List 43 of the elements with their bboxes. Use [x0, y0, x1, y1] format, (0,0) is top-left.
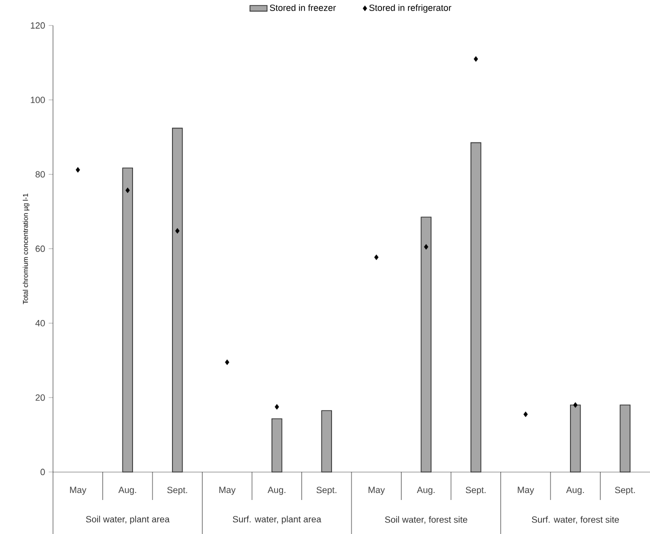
bar: [122, 168, 134, 472]
bar: [321, 410, 332, 472]
x-tick-label: May: [70, 486, 86, 495]
point: [175, 228, 180, 234]
y-tick-label: 120: [30, 22, 45, 29]
x-tick-label: Sept.: [615, 486, 635, 495]
x-tick-label: May: [219, 486, 236, 495]
point: [125, 188, 130, 194]
point: [374, 254, 379, 260]
x-tick-label: Aug.: [566, 486, 584, 495]
text: Soil water, forest site: [385, 516, 468, 524]
text: Surf. water, forest site: [532, 516, 619, 524]
point: [224, 359, 230, 366]
point: [474, 56, 478, 62]
bar: [272, 418, 282, 472]
point: [424, 244, 428, 250]
x-tick-label: May: [368, 486, 385, 495]
text: Surf. water, plant area: [232, 516, 322, 524]
x-tick-label: Aug.: [268, 486, 286, 495]
point: [76, 167, 80, 173]
text: Soil water, plant area: [86, 516, 170, 524]
y-tick-label: 80: [36, 171, 45, 178]
x-tick-label: May: [518, 486, 534, 495]
y-tick-label: 40: [35, 320, 45, 326]
legend-label: Stored in refrigerator: [369, 4, 452, 13]
bar: [420, 216, 432, 472]
x-tick-label: Sept.: [167, 486, 188, 495]
x-tick-label: Sept.: [466, 486, 486, 495]
bar: [470, 142, 482, 472]
y-tick-label: 0: [40, 468, 45, 476]
x-tick-label: Sept.: [316, 486, 336, 495]
bar: [620, 404, 630, 472]
point: [274, 404, 280, 410]
y-tick-label: 100: [30, 96, 45, 104]
y-tick-label: 60: [36, 246, 45, 252]
legend-label: Stored in freezer: [270, 4, 336, 11]
x-tick-label: Aug.: [118, 486, 136, 495]
point: [523, 412, 528, 418]
bar: [172, 128, 183, 472]
point: [573, 402, 578, 408]
x-tick-label: Aug.: [416, 486, 435, 495]
bar: [570, 404, 581, 472]
y-tick-label: 20: [36, 394, 45, 401]
